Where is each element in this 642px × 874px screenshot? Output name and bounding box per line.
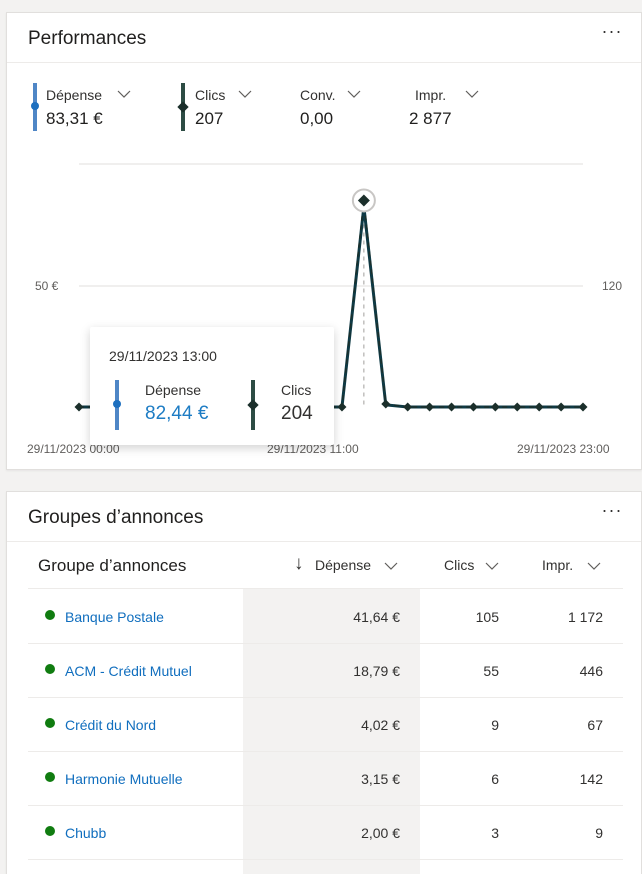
table-header: Groupe d’annonces ↓ Dépense Clics Impr. xyxy=(28,543,623,589)
table-row: Harmonie Mutuelle 3,15 € 6 142 xyxy=(28,752,623,806)
metric-depense-label: Dépense xyxy=(46,87,103,103)
cell-impr: 1 172 xyxy=(567,609,603,625)
cell-impr: 9 xyxy=(595,825,603,841)
clics-data-point[interactable] xyxy=(381,399,391,409)
tooltip-clics-label: Clics xyxy=(281,382,312,398)
cell-depense: 3,15 € xyxy=(361,771,400,787)
clics-data-point[interactable] xyxy=(578,402,588,412)
clics-data-point[interactable] xyxy=(534,402,544,412)
cell-clics: 55 xyxy=(483,663,499,679)
tooltip-depense-indicator xyxy=(113,380,121,430)
clics-data-point[interactable] xyxy=(490,402,500,412)
ad-groups-header: Groupes d’annonces ··· xyxy=(7,492,641,542)
metric-depense-value: 83,31 € xyxy=(46,109,103,128)
clics-diamond-icon xyxy=(247,399,259,411)
performance-card: Performances ··· Dépense 83,31 € Clics 2… xyxy=(6,12,642,470)
metric-clics-label: Clics xyxy=(195,87,226,103)
clics-data-point[interactable] xyxy=(447,402,457,412)
cell-depense: 4,02 € xyxy=(361,717,400,733)
cell-impr: 142 xyxy=(579,771,603,787)
clics-data-point[interactable] xyxy=(425,402,435,412)
clics-series-indicator xyxy=(177,83,189,131)
sort-down-arrow-icon[interactable]: ↓ xyxy=(294,553,304,574)
metric-impr-selector[interactable]: Impr. 2 877 xyxy=(409,83,489,133)
tooltip-time: 29/11/2023 13:00 xyxy=(109,348,217,364)
table-row: Crédit du Nord 4,02 € 9 67 xyxy=(28,698,623,752)
chevron-down-icon xyxy=(117,90,131,98)
performance-title: Performances xyxy=(28,28,147,49)
chevron-down-icon xyxy=(465,90,479,98)
table-row: ACM - Crédit Mutuel 18,79 € 55 446 xyxy=(28,644,623,698)
metric-impr-label: Impr. xyxy=(415,87,447,103)
clics-data-point[interactable] xyxy=(556,402,566,412)
ad-group-link[interactable]: Crédit du Nord xyxy=(65,717,157,733)
tooltip-depense-value: 82,44 € xyxy=(145,403,209,424)
tooltip-clics-indicator xyxy=(247,380,259,430)
clics-data-point[interactable] xyxy=(403,402,413,412)
ad-group-link[interactable]: ACM - Crédit Mutuel xyxy=(65,663,192,679)
ad-group-link[interactable]: Harmonie Mutuelle xyxy=(65,771,183,787)
status-active-icon xyxy=(45,664,55,674)
status-active-icon xyxy=(45,718,55,728)
chevron-down-icon xyxy=(347,90,361,98)
ad-groups-card: Groupes d’annonces ··· Groupe d’annonces… xyxy=(6,491,642,874)
depense-series-indicator xyxy=(31,83,39,131)
clics-data-point[interactable] xyxy=(468,402,478,412)
tooltip-depense-label: Dépense xyxy=(145,382,202,398)
column-header-name[interactable]: Groupe d’annonces xyxy=(38,556,187,575)
ad-groups-title: Groupes d’annonces xyxy=(28,507,204,528)
x-axis-label-start: 29/11/2023 00:00 xyxy=(27,442,120,456)
chevron-down-icon[interactable] xyxy=(485,561,499,571)
status-active-icon xyxy=(45,610,55,620)
performance-chart[interactable]: 50 € 120 29/11/2023 00:00 29/11/2023 11:… xyxy=(7,13,641,469)
metric-conv-value: 0,00 xyxy=(300,109,334,128)
y-axis-left-label: 50 € xyxy=(35,279,59,293)
y-axis-right-label: 120 xyxy=(602,279,622,293)
sorted-column-highlight xyxy=(243,589,420,874)
metric-clics-value: 207 xyxy=(195,109,224,128)
cell-depense: 41,64 € xyxy=(353,609,400,625)
clics-data-point[interactable] xyxy=(337,402,347,412)
cell-depense: 2,00 € xyxy=(361,825,400,841)
status-active-icon xyxy=(45,772,55,782)
ad-groups-more-button[interactable]: ··· xyxy=(601,500,623,520)
metric-conv-label: Conv. xyxy=(300,87,336,103)
cell-clics: 3 xyxy=(491,825,499,841)
cell-clics: 105 xyxy=(475,609,499,625)
cell-impr: 67 xyxy=(587,717,603,733)
metric-impr-value: 2 877 xyxy=(409,109,452,128)
x-axis-label-mid: 29/11/2023 11:00 xyxy=(267,442,359,456)
performance-more-button[interactable]: ··· xyxy=(601,21,623,41)
ad-group-link[interactable]: Banque Postale xyxy=(65,609,164,625)
cell-impr: 446 xyxy=(579,663,603,679)
cell-depense: 18,79 € xyxy=(353,663,400,679)
clics-data-point[interactable] xyxy=(357,194,370,207)
chevron-down-icon[interactable] xyxy=(587,561,601,571)
column-header-clics[interactable]: Clics xyxy=(444,557,475,573)
column-header-depense[interactable]: Dépense xyxy=(315,557,372,573)
clics-data-point[interactable] xyxy=(512,402,522,412)
status-active-icon xyxy=(45,826,55,836)
tooltip-clics-value: 204 xyxy=(281,403,313,424)
performance-header: Performances ··· xyxy=(7,13,641,63)
depense-dot-icon xyxy=(113,400,121,408)
cell-clics: 6 xyxy=(491,771,499,787)
chart-tooltip: 29/11/2023 13:00 Dépense 82,44 € Clics 2… xyxy=(90,327,334,445)
chevron-down-icon[interactable] xyxy=(384,561,398,571)
metric-depense-selector[interactable]: Dépense 83,31 € xyxy=(31,83,143,133)
metric-conv-selector[interactable]: Conv. 0,00 xyxy=(300,83,380,133)
table-row: Banque Postale 41,64 € 105 1 172 xyxy=(28,590,623,644)
metric-clics-selector[interactable]: Clics 207 xyxy=(177,83,271,133)
table-row: Chubb 2,00 € 3 9 xyxy=(28,806,623,860)
clics-data-point[interactable] xyxy=(74,402,84,412)
ad-group-link[interactable]: Chubb xyxy=(65,825,107,841)
depense-dot-icon xyxy=(31,102,39,110)
column-header-impr[interactable]: Impr. xyxy=(542,557,574,573)
chevron-down-icon xyxy=(238,90,252,98)
cell-clics: 9 xyxy=(491,717,499,733)
x-axis-label-end: 29/11/2023 23:00 xyxy=(517,442,610,456)
